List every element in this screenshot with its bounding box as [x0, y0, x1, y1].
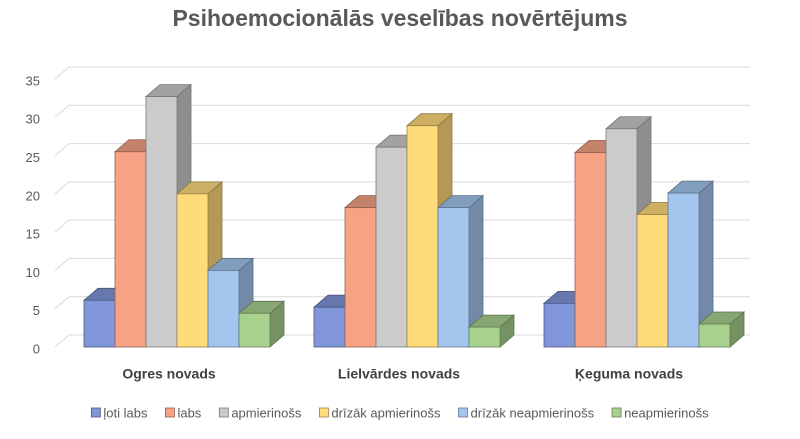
legend-swatch — [611, 407, 622, 418]
bar — [437, 207, 470, 348]
legend-label: drīzāk apmierinošs — [331, 405, 441, 420]
grid-line — [54, 296, 70, 310]
grid-line — [54, 334, 70, 348]
grid-line — [54, 219, 70, 233]
y-tick-label: 20 — [26, 188, 40, 203]
grid-line — [54, 66, 70, 80]
bar — [238, 312, 271, 348]
legend: ļoti labs labs apmierinošs drīzāk apmierino… — [90, 405, 709, 420]
bar — [145, 96, 178, 348]
legend-label: labs — [177, 405, 201, 420]
x-tick-label: Lielvārdes novads — [338, 366, 460, 382]
bar — [176, 193, 209, 348]
legend-label: neapmierinošs — [624, 405, 709, 420]
bar — [468, 326, 501, 348]
chart-title: Psihoemocionālās veselības novērtējums — [172, 5, 627, 31]
bar — [344, 207, 377, 348]
legend-swatch — [90, 407, 101, 418]
bar — [83, 299, 116, 348]
grid-line — [54, 181, 70, 195]
bar — [406, 125, 439, 348]
grid-line — [54, 258, 70, 271]
legend-swatch — [319, 407, 329, 418]
y-tick-label: 0 — [33, 341, 40, 356]
bar — [313, 306, 346, 348]
legend-label: drīzāk neapmierinošs — [471, 405, 595, 420]
grid-line — [54, 143, 70, 156]
bar — [207, 270, 240, 348]
bar — [667, 192, 700, 348]
y-tick-label: 5 — [33, 303, 40, 318]
y-tick-label: 25 — [26, 150, 40, 165]
x-tick-label: Ķeguma novads — [575, 366, 683, 382]
y-tick-label: 10 — [26, 265, 40, 280]
y-tick-label: 35 — [26, 73, 40, 88]
x-tick-label: Ogres novads — [122, 366, 216, 382]
bar — [375, 146, 408, 348]
legend-label: ļoti labs — [103, 405, 148, 420]
bar — [698, 323, 731, 348]
bar — [636, 214, 669, 348]
grid-line — [54, 104, 70, 118]
legend-label: apmierinošs — [231, 405, 302, 420]
legend-swatch — [458, 407, 468, 418]
bar — [114, 151, 147, 348]
legend-swatch — [165, 407, 175, 418]
y-tick-label: 15 — [26, 227, 40, 242]
bar — [605, 128, 638, 348]
bar — [543, 302, 576, 348]
legend-swatch — [218, 407, 229, 418]
bar — [574, 152, 607, 348]
y-tick-label: 30 — [26, 112, 40, 127]
